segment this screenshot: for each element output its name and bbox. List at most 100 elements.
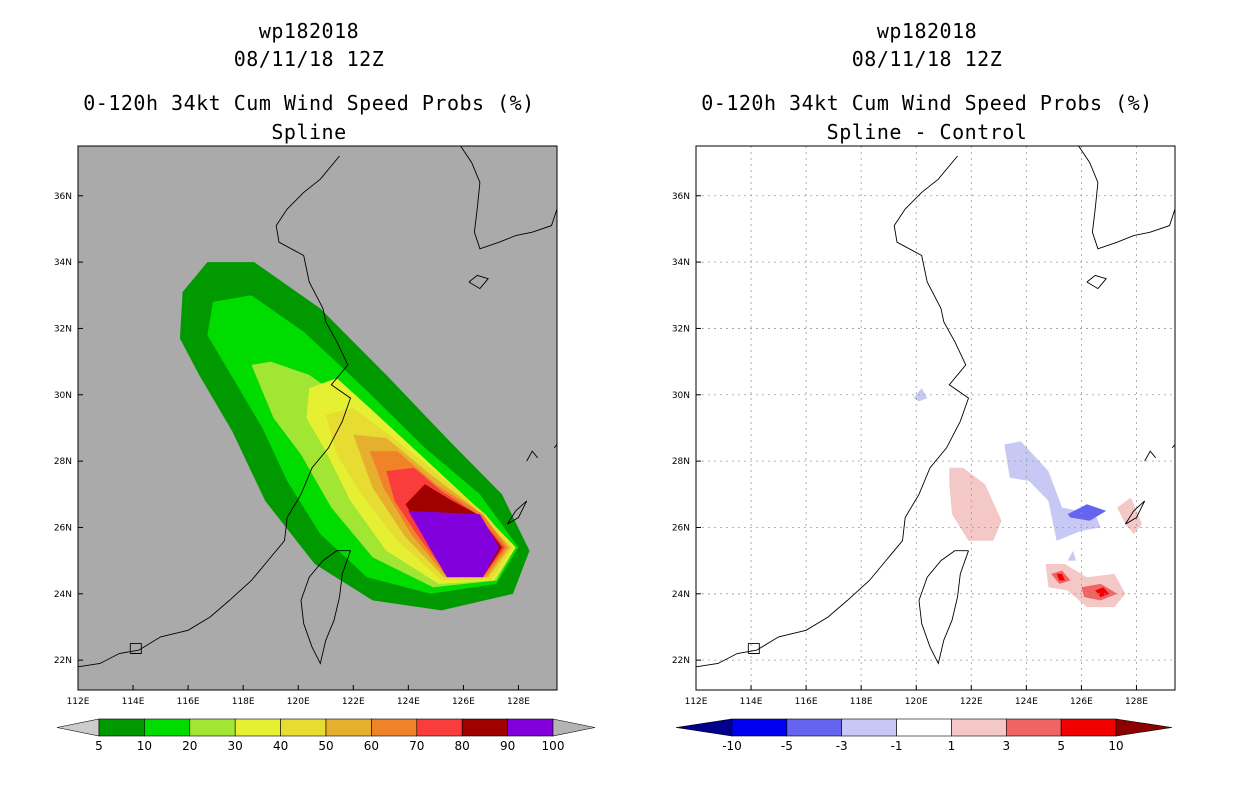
plot-area (696, 146, 1175, 690)
x-tick-label-3: 118E (850, 697, 873, 707)
colorbar: -10 -5 -3 -1 1 3 5 10 (675, 718, 1173, 753)
y-tick-label-6: 24N (672, 590, 690, 600)
coastline-6 (1144, 450, 1157, 462)
x-tick-label-7: 126E (1070, 697, 1093, 707)
coastline-3 (468, 274, 489, 290)
colorbar-over-arrow (552, 718, 596, 737)
colorbar: 5 10 20 30 40 50 60 70 80 90 100 (56, 718, 596, 753)
colorbar-label-9: 90 (500, 739, 515, 753)
x-tick-label-0: 112E (67, 697, 90, 707)
plot-frame (77, 145, 558, 691)
contour-1to3-4 (949, 467, 1002, 541)
coastline-1 (918, 550, 969, 665)
right-chart-panel: wp182018 08/11/18 12Z 0-120h 34kt Cum Wi… (618, 0, 1236, 800)
y-tick-label-4: 28N (54, 457, 72, 467)
colorbar-label-2: 20 (182, 739, 197, 753)
colorbar-label-10: 100 (542, 739, 565, 753)
x-tick-label-1: 114E (740, 697, 763, 707)
y-tick-label-5: 26N (672, 523, 690, 533)
y-tick-label-3: 30N (54, 391, 72, 401)
y-tick-label-2: 32N (54, 324, 72, 334)
y-tick-label-6: 24N (54, 590, 72, 600)
coastline-2 (460, 146, 557, 250)
left-chart-panel: wp182018 08/11/18 12Z 0-120h 34kt Cum Wi… (54, 19, 596, 753)
coastline-3 (1086, 274, 1107, 290)
coastline-5 (129, 643, 142, 654)
left-date: 08/11/18 12Z (233, 47, 385, 71)
x-tick-label-6: 124E (397, 697, 420, 707)
coastline-2 (1078, 146, 1175, 250)
colorbar-swatch-0 (98, 718, 145, 737)
colorbar-swatch-5 (1005, 718, 1062, 737)
colorbar-swatch-1 (144, 718, 191, 737)
y-tick-label-1: 34N (672, 258, 690, 268)
colorbar-label-3: 30 (228, 739, 243, 753)
y-tick-label-7: 22N (672, 656, 690, 666)
colorbar-swatch-1 (786, 718, 843, 737)
x-tick-label-4: 120E (287, 697, 310, 707)
x-tick-label-5: 122E (342, 697, 365, 707)
y-tick-label-7: 22N (54, 656, 72, 666)
contour-5to10-10 (1095, 587, 1109, 598)
colorbar-label-6: 5 (1057, 739, 1065, 753)
colorbar-label-8: 80 (455, 739, 470, 753)
colorbar-swatch-3 (234, 718, 281, 737)
plot-background (696, 146, 1175, 690)
colorbar-swatch-5 (325, 718, 372, 737)
x-tick-label-5: 122E (960, 697, 983, 707)
y-tick-label-0: 36N (54, 192, 72, 202)
colorbar-swatch-2 (189, 718, 236, 737)
coastline-0 (78, 155, 352, 668)
y-tick-label-0: 36N (672, 192, 690, 202)
y-tick-label-4: 28N (672, 457, 690, 467)
coastline-5 (747, 643, 760, 654)
left-subtitle: Spline (271, 120, 347, 144)
contour--3to-1-2 (1067, 550, 1076, 561)
contour--5to-3-3 (1067, 504, 1107, 521)
colorbar-swatch-4 (280, 718, 327, 737)
colorbar-label-7: 70 (409, 739, 424, 753)
coastline-1 (300, 550, 351, 665)
colorbar-label-4: 40 (273, 739, 288, 753)
right-subtitle: Spline - Control (826, 120, 1028, 144)
left-storm-id: wp182018 (258, 19, 360, 43)
x-tick-label-8: 128E (507, 697, 530, 707)
x-tick-label-6: 124E (1015, 697, 1038, 707)
colorbar-under-arrow (56, 718, 100, 737)
colorbar-swatch-3 (896, 718, 952, 737)
x-tick-label-7: 126E (452, 697, 475, 707)
right-chart-svg: 112E 114E 116E 118E 120E 122E 124E 126E 128E 36N 3… (672, 145, 1176, 753)
colorbar-label-0: 5 (95, 739, 103, 753)
x-tick-label-0: 112E (685, 697, 708, 707)
colorbar-label-1: 10 (137, 739, 152, 753)
y-tick-label-2: 32N (672, 324, 690, 334)
right-title: 0-120h 34kt Cum Wind Speed Probs (%) (701, 91, 1153, 115)
colorbar-swatch-6 (1060, 718, 1117, 737)
contour--3to-1-1 (913, 388, 928, 402)
colorbar-label-1: -5 (781, 739, 793, 753)
right-date: 08/11/18 12Z (851, 47, 1003, 71)
left-title: 0-120h 34kt Cum Wind Speed Probs (%) (83, 91, 535, 115)
left-chart-svg: 112E 114E 116E 118E 120E 122E 124E 126E 128E 36N 3… (54, 145, 596, 753)
colorbar-swatch-9 (507, 718, 554, 737)
y-tick-label-1: 34N (54, 258, 72, 268)
y-tick-label-5: 26N (54, 523, 72, 533)
x-tick-label-4: 120E (905, 697, 928, 707)
colorbar-under-arrow (675, 718, 733, 737)
colorbar-label-7: 10 (1108, 739, 1123, 753)
colorbar-label-4: 1 (948, 739, 956, 753)
colorbar-label-5: 3 (1002, 739, 1010, 753)
colorbar-label-5: 50 (318, 739, 333, 753)
colorbar-label-2: -3 (836, 739, 848, 753)
colorbar-swatch-8 (461, 718, 508, 737)
x-tick-label-2: 116E (177, 697, 200, 707)
x-tick-label-3: 118E (232, 697, 255, 707)
x-tick-label-2: 116E (795, 697, 818, 707)
right-storm-id: wp182018 (876, 19, 978, 43)
colorbar-swatch-4 (951, 718, 1007, 737)
colorbar-label-3: -1 (891, 739, 903, 753)
colorbar-swatch-0 (731, 718, 788, 737)
colorbar-over-arrow (1115, 718, 1173, 737)
coastline-4 (1125, 500, 1146, 525)
contour-5to10-9 (1056, 573, 1065, 581)
